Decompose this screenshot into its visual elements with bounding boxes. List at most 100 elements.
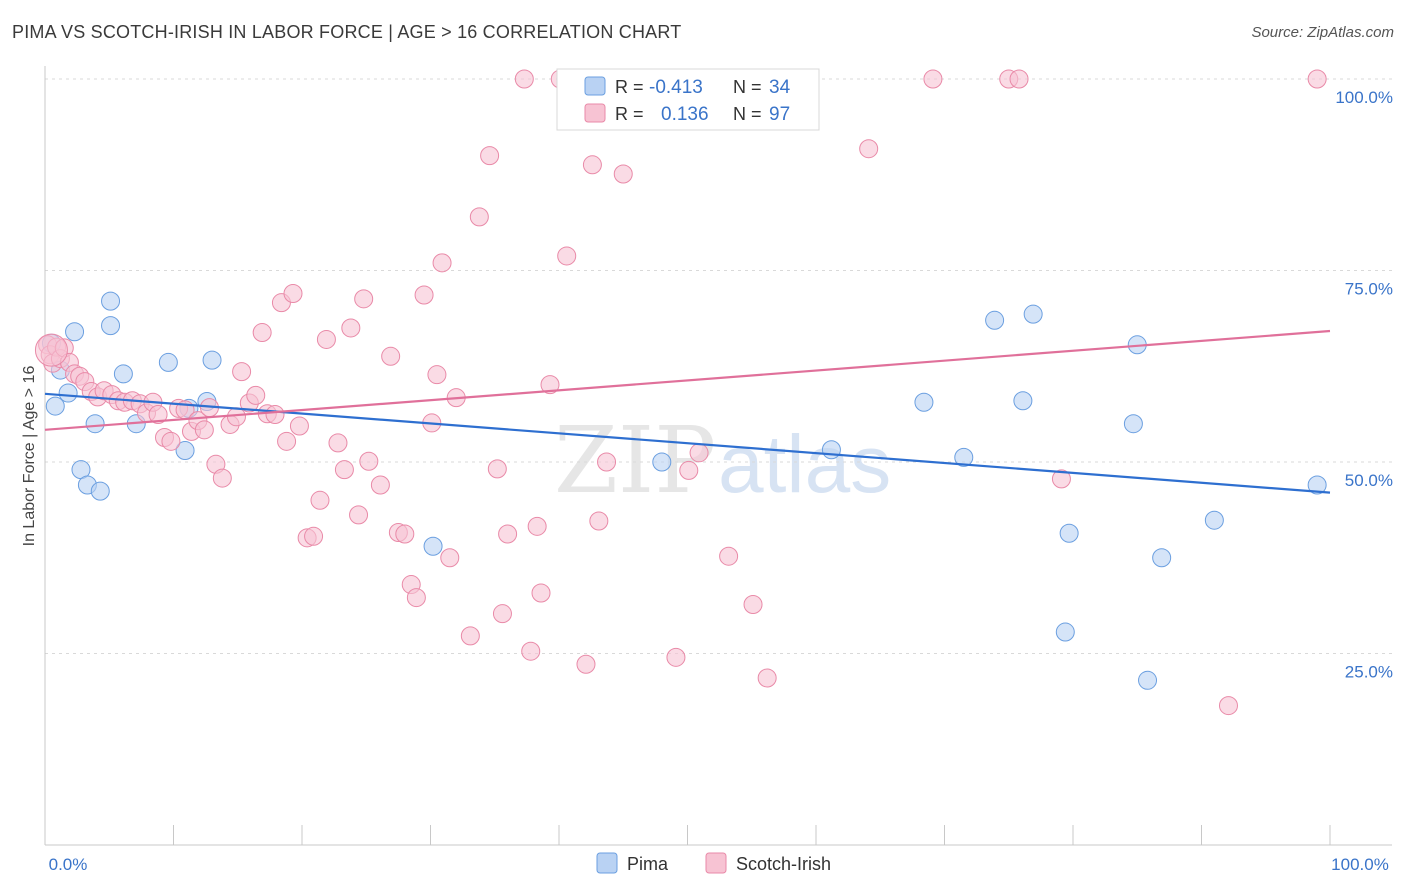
scotch-irish-bottom-label: Scotch-Irish (736, 854, 831, 874)
y-tick-label-50: 50.0% (1345, 471, 1393, 490)
scotch-irish-point-33 (232, 362, 252, 382)
series-legend: Pima Scotch-Irish (596, 852, 831, 874)
scotch-irish-n-value: 97 (769, 104, 790, 125)
scotch-irish-point-81 (597, 452, 617, 472)
scotch-irish-point-35 (246, 385, 266, 405)
x-tick-label-right: 100.0% (1331, 855, 1389, 874)
scotch-irish-point-45 (310, 490, 330, 510)
scotch-irish-point-61 (427, 365, 447, 385)
pima-n-value: 34 (769, 77, 791, 98)
scotch-irish-point-88 (743, 594, 763, 614)
pima-n-label: N = (733, 77, 762, 97)
chart-title: PIMA VS SCOTCH-IRISH IN LABOR FORCE | AG… (12, 22, 682, 42)
scotch-irish-point-46 (316, 329, 336, 349)
scotch-irish-r-value: 0.136 (661, 104, 709, 125)
source-credit: Source: ZipAtlas.com (1251, 24, 1394, 41)
scotch-irish-point-48 (334, 460, 354, 480)
scotch-irish-point-49 (341, 318, 361, 338)
scotch-irish-point-65 (460, 626, 480, 646)
pima-point-19 (652, 452, 672, 472)
scotch-irish-n-label: N = (733, 104, 762, 124)
scotch-irish-point-44 (304, 526, 324, 546)
scotch-irish-point-20 (148, 405, 168, 425)
scotch-irish-point-75 (540, 375, 560, 395)
scotch-irish-bottom-swatch (705, 852, 727, 874)
scotch-irish-point-82 (613, 164, 633, 184)
pima-point-11 (113, 364, 133, 384)
pima-bottom-label: Pima (627, 854, 669, 874)
scotch-irish-point-51 (354, 289, 374, 309)
scotch-irish-point-59 (414, 285, 434, 305)
scotch-irish-point-38 (265, 405, 285, 425)
scotch-irish-point-73 (527, 516, 547, 536)
scotch-irish-point-85 (679, 460, 699, 480)
scotch-irish-point-36 (252, 323, 272, 343)
pima-point-32 (1204, 510, 1224, 530)
scotch-irish-point-27 (194, 420, 214, 440)
scotch-irish-point-42 (289, 416, 309, 436)
scotch-irish-point-30 (212, 468, 232, 488)
scotch-irish-point-89 (757, 668, 777, 688)
scotch-irish-r-label: R = (615, 104, 644, 124)
pima-point-3 (58, 383, 78, 403)
scotch-irish-point-22 (161, 431, 181, 451)
pima-point-4 (65, 322, 85, 342)
pima-bottom-swatch (596, 852, 618, 874)
pima-point-24 (1013, 391, 1033, 411)
scotch-irish-point-79 (582, 155, 602, 175)
y-tick-label-100: 100.0% (1335, 88, 1393, 107)
scotch-irish-point-54 (381, 346, 401, 366)
pima-legend-swatch (584, 76, 606, 96)
scotch-irish-point-95 (1218, 696, 1238, 716)
scotch-irish-point-90 (859, 139, 879, 159)
scotch-irish-point-86 (689, 443, 709, 463)
y-axis-title: In Labor Force | Age > 16 (21, 366, 38, 547)
pima-point-8 (90, 481, 110, 501)
trend-lines (44, 329, 1331, 494)
pima-point-27 (1055, 622, 1075, 642)
scotch-irish-point-71 (514, 69, 534, 89)
pima-point-31 (1152, 548, 1172, 568)
scotch-irish-point-63 (440, 548, 460, 568)
scotch-irish-point-56 (395, 524, 415, 544)
scotch-irish-point-94 (1051, 469, 1071, 489)
pima-point-20 (821, 440, 841, 460)
scotch-irish-point-50 (349, 505, 369, 525)
scotch-irish-point-52 (359, 451, 379, 471)
axes (44, 66, 1392, 846)
scotch-irish-point-84 (666, 647, 686, 667)
scotch-irish-point-62 (432, 253, 452, 273)
pima-r-label: R = (615, 77, 644, 97)
pima-point-25 (1023, 304, 1043, 324)
pima-point-33 (1307, 475, 1327, 495)
pima-point-18 (423, 536, 443, 556)
scotch-irish-point-32 (226, 407, 246, 427)
scotch-irish-point-68 (487, 459, 507, 479)
scotch-irish-points (34, 69, 1327, 716)
pima-point-22 (954, 447, 974, 467)
y-tick-label-75: 75.0% (1345, 280, 1393, 299)
pima-point-7 (85, 414, 105, 434)
pima-point-9 (101, 291, 121, 311)
scotch-irish-point-69 (492, 604, 512, 624)
pima-r-value: -0.413 (649, 77, 703, 98)
pima-point-1 (45, 396, 65, 416)
scotch-irish-point-91 (923, 69, 943, 89)
watermark-atlas: atlas (718, 419, 891, 510)
y-tick-labels: 100.0% 75.0% 50.0% 25.0% (1335, 88, 1393, 682)
pima-point-17 (202, 350, 222, 370)
watermark-zip: ZIP (554, 407, 716, 514)
scotch-irish-point-70 (498, 524, 518, 544)
scotch-irish-point-41 (283, 283, 303, 303)
scotch-irish-point-58 (406, 588, 426, 608)
scotch-irish-point-66 (469, 207, 489, 227)
scotch-irish-point-78 (576, 654, 596, 674)
x-tick-label-left: 0.0% (49, 855, 88, 874)
pima-point-10 (101, 316, 121, 336)
scotch-irish-legend-swatch (584, 103, 606, 123)
pima-point-14 (175, 441, 195, 461)
pima-point-13 (158, 352, 178, 372)
scotch-irish-point-87 (719, 546, 739, 566)
pima-point-21 (914, 392, 934, 412)
